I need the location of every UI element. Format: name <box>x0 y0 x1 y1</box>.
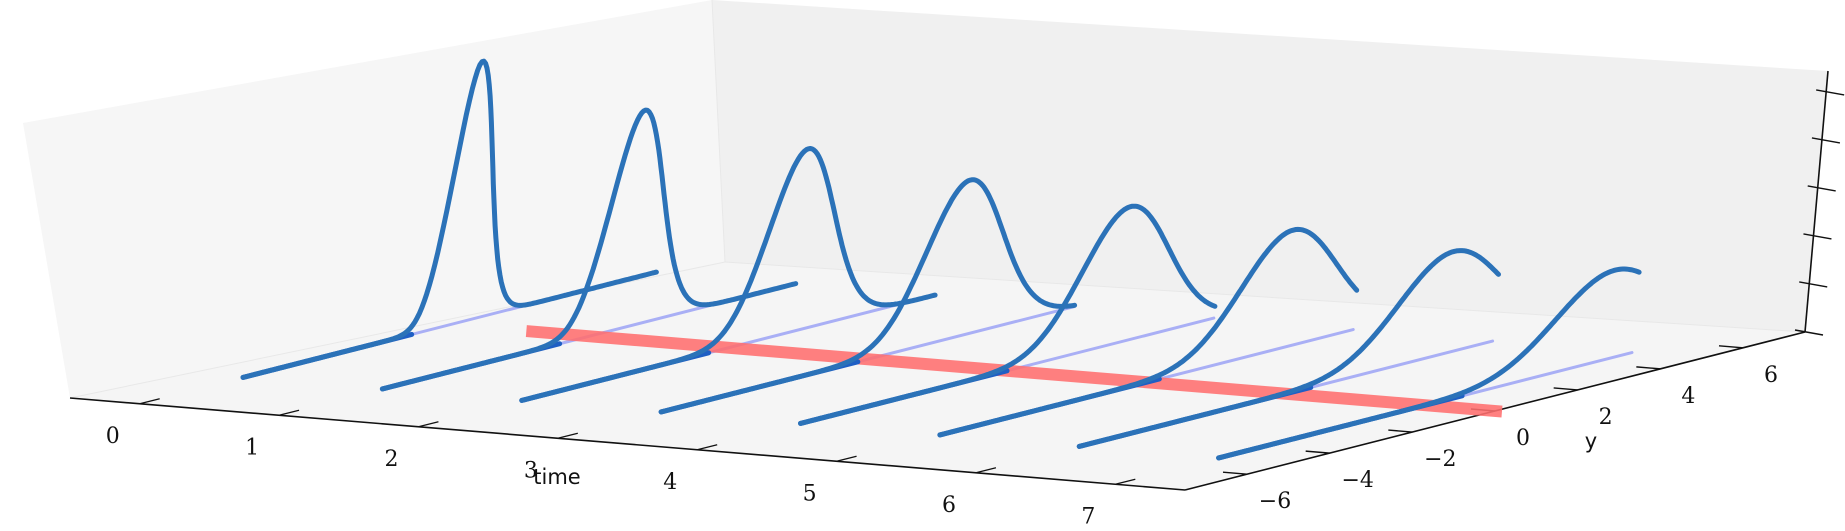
density-curve <box>379 107 799 392</box>
y-axis-title: y <box>1585 429 1597 453</box>
density-curve <box>658 177 1078 415</box>
x-tick-label: 5 <box>803 481 817 506</box>
x-tick-mark <box>975 467 997 474</box>
density-curve <box>240 58 659 380</box>
x-tick-mark <box>1115 478 1136 485</box>
x-tick-label: 7 <box>1081 504 1095 529</box>
pane-edge-floor-back <box>724 261 1806 333</box>
density-curve <box>798 203 1218 426</box>
x-tick-mark <box>278 409 300 416</box>
density-curve <box>937 226 1360 438</box>
y-tick-label: 2 <box>1599 405 1613 430</box>
x-tick-mark <box>836 455 857 462</box>
x-tick-label: 4 <box>663 470 677 495</box>
x-axis-title: time <box>533 465 580 489</box>
y-tick-mark <box>1305 450 1330 454</box>
z-tick-mark <box>1811 137 1841 144</box>
z-tick-mark <box>1794 329 1824 336</box>
ticks-layer: 0 1 2 3 4 5 6 7 −6 −4 −2 0 2 4 6 <box>106 89 1845 529</box>
y-tick-label: −2 <box>1424 447 1456 472</box>
y-tick-label: 6 <box>1764 363 1778 388</box>
x-tick-mark <box>697 444 718 451</box>
x-tick-mark <box>139 398 160 405</box>
x-tick-label: 6 <box>942 493 956 518</box>
y-tick-mark <box>1718 345 1744 349</box>
x-tick-mark <box>418 421 439 428</box>
left-wall-pane <box>23 0 725 398</box>
density-curve <box>519 146 938 403</box>
y-tick-label: 0 <box>1516 426 1530 451</box>
density-curve <box>1216 266 1642 461</box>
x-tick-label: 3 <box>524 458 538 483</box>
z-tick-mark <box>1799 281 1828 288</box>
pane-edge-left <box>711 0 726 263</box>
density-curve <box>1076 248 1501 449</box>
back-wall-pane <box>712 0 1828 332</box>
y-tick-mark <box>1388 429 1413 433</box>
z-tick-mark <box>1816 89 1845 96</box>
z-axis-line <box>1804 70 1829 333</box>
x-tick-label: 1 <box>245 435 259 460</box>
z-tick-mark <box>1803 233 1832 240</box>
y-tick-label: −6 <box>1259 489 1291 514</box>
curve-layer <box>240 58 1642 461</box>
y-tick-label: 4 <box>1681 384 1695 409</box>
x-tick-label: 2 <box>384 447 398 472</box>
y-tick-mark <box>1553 387 1578 391</box>
x-tick-mark <box>557 432 578 439</box>
z-tick-mark <box>1807 185 1836 192</box>
x-axis-line <box>69 397 1186 491</box>
y-tick-mark <box>1222 471 1248 475</box>
y-tick-label: −4 <box>1341 468 1373 493</box>
y-tick-mark <box>1636 366 1661 370</box>
reference-line <box>525 325 1503 418</box>
x-tick-label: 0 <box>106 424 120 449</box>
